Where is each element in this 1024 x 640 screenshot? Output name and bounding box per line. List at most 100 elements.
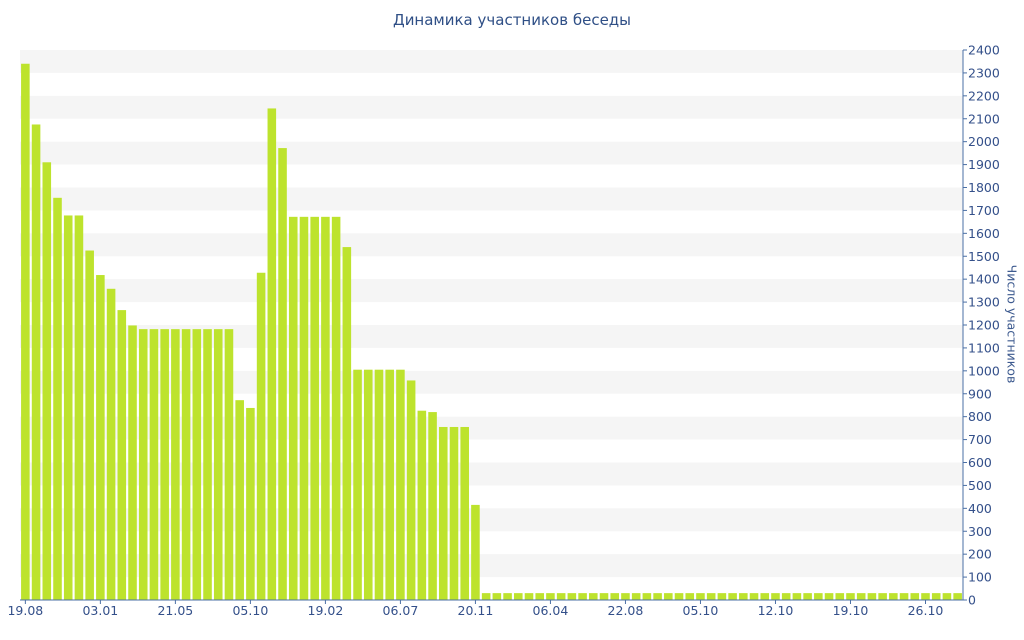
bar[interactable] [664,593,673,601]
bar[interactable] [921,593,930,601]
bar[interactable] [128,325,137,600]
bar[interactable] [642,593,652,601]
bar[interactable] [578,593,587,601]
bar[interactable] [492,593,502,601]
bar[interactable] [331,216,341,600]
bar[interactable] [706,593,716,601]
bar[interactable] [138,329,148,601]
bar[interactable] [21,63,30,600]
bar[interactable] [589,593,598,601]
bar[interactable] [567,593,577,601]
bar[interactable] [278,148,287,600]
bar[interactable] [235,400,244,600]
bar[interactable] [396,369,405,600]
bar[interactable] [867,593,877,601]
bar[interactable] [889,593,898,601]
bar[interactable] [42,162,52,601]
bar[interactable] [556,593,566,601]
bar[interactable] [621,593,630,601]
bar[interactable] [106,288,116,600]
bar[interactable] [739,593,748,601]
bar[interactable] [417,410,427,600]
bar[interactable] [310,216,319,600]
bar[interactable] [524,593,534,601]
bar[interactable] [514,593,523,601]
y-tick-label: 900 [968,386,992,401]
bar[interactable] [96,275,105,600]
bar[interactable] [942,593,952,601]
bar[interactable] [256,272,266,600]
bar[interactable] [910,593,920,601]
x-tick-label: 21.05 [157,603,193,618]
bar[interactable] [685,593,695,601]
bar[interactable] [192,329,202,601]
bar[interactable] [814,593,823,601]
grid-band [20,370,963,394]
bar[interactable] [546,593,555,601]
bar[interactable] [438,426,448,600]
bar[interactable] [288,216,298,600]
bar[interactable] [728,593,737,601]
bar[interactable] [171,329,180,601]
bar[interactable] [363,369,373,600]
bar[interactable] [503,593,512,601]
bar[interactable] [653,593,662,601]
bar[interactable] [931,593,941,601]
bar[interactable] [31,124,41,600]
bar[interactable] [267,108,277,600]
y-tick-label: 1400 [968,272,1000,287]
bar[interactable] [53,197,62,600]
bar[interactable] [856,593,866,601]
bar[interactable] [160,329,169,601]
bar[interactable] [878,593,887,601]
bar[interactable] [374,369,384,600]
bar[interactable] [792,593,802,601]
bar[interactable] [406,380,416,600]
x-tick-label: 05.10 [683,603,719,618]
bar[interactable] [353,369,362,600]
bar[interactable] [246,407,255,600]
bar[interactable] [213,329,223,601]
bar[interactable] [824,593,834,601]
bar[interactable] [321,216,330,600]
bar[interactable] [449,426,459,600]
bar[interactable] [299,216,309,600]
bar[interactable] [835,593,845,601]
bar[interactable] [85,250,94,600]
bar[interactable] [760,593,770,601]
bar[interactable] [674,593,684,601]
x-tick-label: 06.07 [383,603,419,618]
bar[interactable] [342,247,352,600]
bar[interactable] [846,593,855,601]
bar[interactable] [428,412,437,600]
bar[interactable] [717,593,727,601]
bar[interactable] [696,593,705,601]
bar[interactable] [599,593,609,601]
grid-band [20,554,963,578]
bar[interactable] [63,215,73,600]
y-tick-label: 2100 [968,111,1000,126]
bar[interactable] [385,369,394,600]
bar[interactable] [203,329,212,601]
bar[interactable] [899,593,909,601]
bar[interactable] [181,329,191,601]
bar[interactable] [631,593,641,601]
y-tick-label: 1100 [968,340,1000,355]
bar[interactable] [224,329,234,601]
bar[interactable] [749,593,759,601]
y-tick-label: 1600 [968,226,1000,241]
bar[interactable] [471,504,480,600]
bar[interactable] [535,593,545,601]
bar[interactable] [781,593,791,601]
y-tick-label: 400 [968,501,992,516]
bar[interactable] [610,593,620,601]
bar[interactable] [953,593,962,601]
bar[interactable] [803,593,812,601]
bar[interactable] [117,310,127,600]
bar[interactable] [74,215,84,600]
bar[interactable] [460,426,469,600]
bar[interactable] [481,593,491,601]
bar[interactable] [149,329,159,601]
bar[interactable] [771,593,780,601]
